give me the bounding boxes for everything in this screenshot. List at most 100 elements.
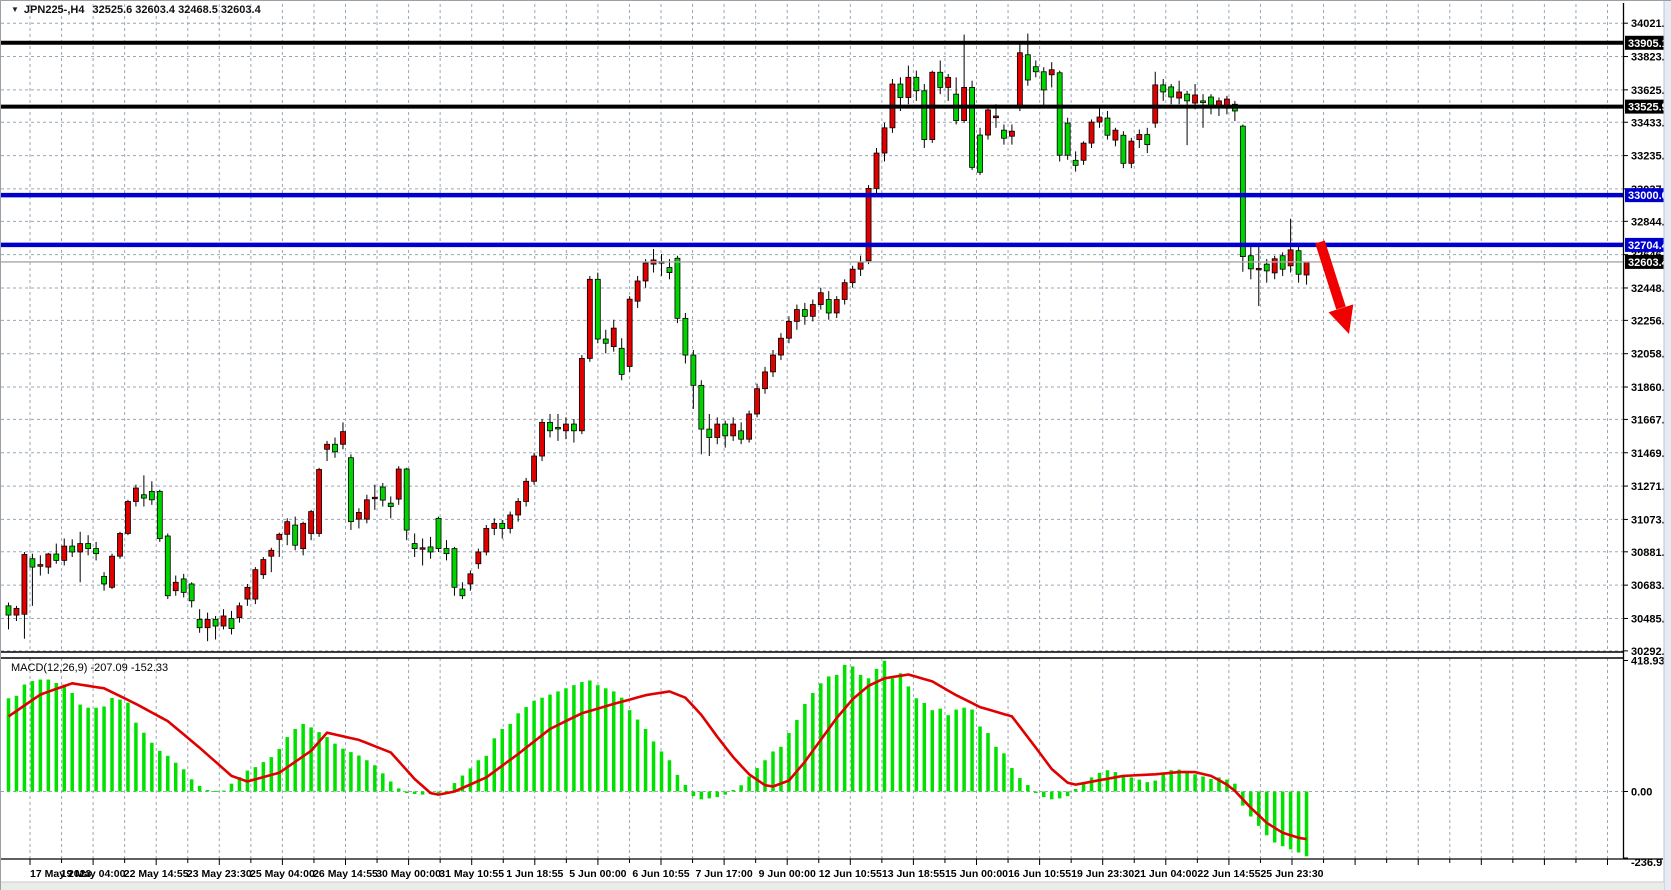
candle bbox=[873, 152, 880, 189]
candle bbox=[578, 358, 585, 432]
candle bbox=[316, 469, 322, 534]
candle bbox=[1200, 100, 1206, 103]
price-tick-label: 32058.0 bbox=[1631, 349, 1671, 361]
chart-menu-triangle-icon[interactable]: ▼ bbox=[11, 5, 19, 14]
candle bbox=[1287, 249, 1294, 267]
candle bbox=[491, 522, 498, 529]
candle bbox=[276, 533, 283, 540]
candle bbox=[626, 298, 633, 367]
price-badge-label: 32603.4 bbox=[1628, 257, 1669, 269]
candle bbox=[140, 494, 147, 499]
time-tick-label: 13 Jun 18:55 bbox=[882, 868, 945, 880]
candle bbox=[443, 548, 450, 555]
candle bbox=[1024, 54, 1031, 81]
time-tick-label: 19 Jun 23:30 bbox=[1071, 868, 1134, 880]
time-tick-label: 19 May 04:00 bbox=[61, 868, 126, 880]
candle bbox=[45, 553, 52, 568]
candle bbox=[451, 548, 458, 588]
candle bbox=[348, 457, 354, 523]
candle bbox=[117, 533, 123, 557]
candle bbox=[156, 490, 163, 539]
time-tick-label: 30 May 00:00 bbox=[376, 868, 441, 880]
candle bbox=[411, 543, 418, 550]
candle bbox=[571, 423, 577, 432]
price-tick-label: 33433.0 bbox=[1631, 117, 1671, 129]
time-tick-label: 22 Jun 14:55 bbox=[1197, 868, 1260, 880]
candle bbox=[1120, 134, 1127, 164]
time-tick-label: 9 Jun 00:00 bbox=[759, 868, 816, 880]
candle bbox=[244, 586, 251, 600]
candle bbox=[180, 578, 187, 593]
price-badge bbox=[1625, 254, 1671, 269]
price-tick-label: 30485.0 bbox=[1631, 613, 1671, 625]
candle bbox=[21, 554, 28, 615]
candle bbox=[37, 564, 44, 567]
candle bbox=[594, 278, 601, 340]
price-tick-label: 30292.5 bbox=[1631, 646, 1671, 658]
candle bbox=[260, 559, 267, 576]
candle bbox=[475, 551, 482, 565]
price-tick-label: 31860.0 bbox=[1631, 382, 1671, 394]
candle bbox=[857, 262, 864, 270]
macd-tick-label: 418.93 bbox=[1631, 655, 1665, 667]
macd-tick-label: 0.00 bbox=[1631, 787, 1652, 799]
level-lines[interactable] bbox=[1, 40, 1623, 263]
candle bbox=[268, 549, 275, 557]
price-badge-label: 32704.4 bbox=[1628, 240, 1669, 252]
candle bbox=[738, 430, 745, 440]
candle bbox=[1056, 72, 1063, 156]
candle bbox=[435, 517, 442, 550]
candle bbox=[849, 268, 856, 284]
candle bbox=[563, 423, 569, 432]
candle bbox=[188, 583, 195, 602]
time-tick-label: 23 May 23:30 bbox=[187, 868, 252, 880]
candle bbox=[77, 543, 84, 553]
time-tick-label: 25 Jun 23:30 bbox=[1260, 868, 1323, 880]
candle bbox=[969, 87, 975, 168]
price-badge-label: 33000.0 bbox=[1628, 190, 1668, 202]
candle bbox=[778, 337, 784, 356]
candle bbox=[881, 127, 888, 154]
candle bbox=[770, 354, 776, 373]
candle bbox=[1168, 86, 1175, 98]
price-tick-label: 34021.5 bbox=[1631, 18, 1671, 30]
candle bbox=[618, 347, 625, 375]
price-badge bbox=[1625, 188, 1671, 203]
candle bbox=[666, 267, 673, 273]
candle bbox=[1064, 122, 1071, 156]
candle bbox=[555, 427, 561, 430]
candle bbox=[1072, 159, 1079, 166]
candle bbox=[379, 486, 386, 501]
candle bbox=[467, 573, 474, 585]
macd-indicator-label: MACD(12,26,9) -207.09 -152.33 bbox=[11, 662, 168, 674]
price-axis[interactable]: 34021.533823.533625.533433.033235.033037… bbox=[1623, 18, 1671, 658]
price-tick-label: 33235.0 bbox=[1631, 151, 1671, 163]
price-badge bbox=[1625, 99, 1671, 114]
sell-arrow-annotation[interactable] bbox=[1315, 240, 1354, 334]
time-tick-label: 26 May 14:55 bbox=[313, 868, 378, 880]
candle bbox=[387, 502, 394, 507]
chart-title: ▼ JPN225-,H4 32525.6 32603.4 32468.5 32603… bbox=[11, 4, 261, 16]
candle bbox=[531, 455, 537, 482]
macd-axis[interactable]: 418.93 0.00 -236.9 bbox=[1623, 655, 1665, 869]
candle bbox=[53, 553, 60, 561]
candle bbox=[125, 501, 131, 534]
candle bbox=[403, 468, 410, 531]
candle bbox=[483, 528, 490, 553]
candle bbox=[1088, 121, 1095, 144]
window-bottom-edge bbox=[1, 882, 1664, 890]
price-tick-label: 31667.5 bbox=[1631, 414, 1671, 426]
candle bbox=[586, 278, 593, 359]
price-tick-label: 32256.0 bbox=[1631, 315, 1671, 327]
price-badge bbox=[1625, 35, 1671, 50]
candle bbox=[395, 468, 402, 500]
candle bbox=[985, 109, 991, 136]
candle bbox=[1176, 91, 1183, 99]
candle bbox=[1303, 261, 1310, 276]
candle bbox=[714, 423, 721, 438]
candle bbox=[292, 524, 299, 546]
candle bbox=[419, 547, 426, 550]
